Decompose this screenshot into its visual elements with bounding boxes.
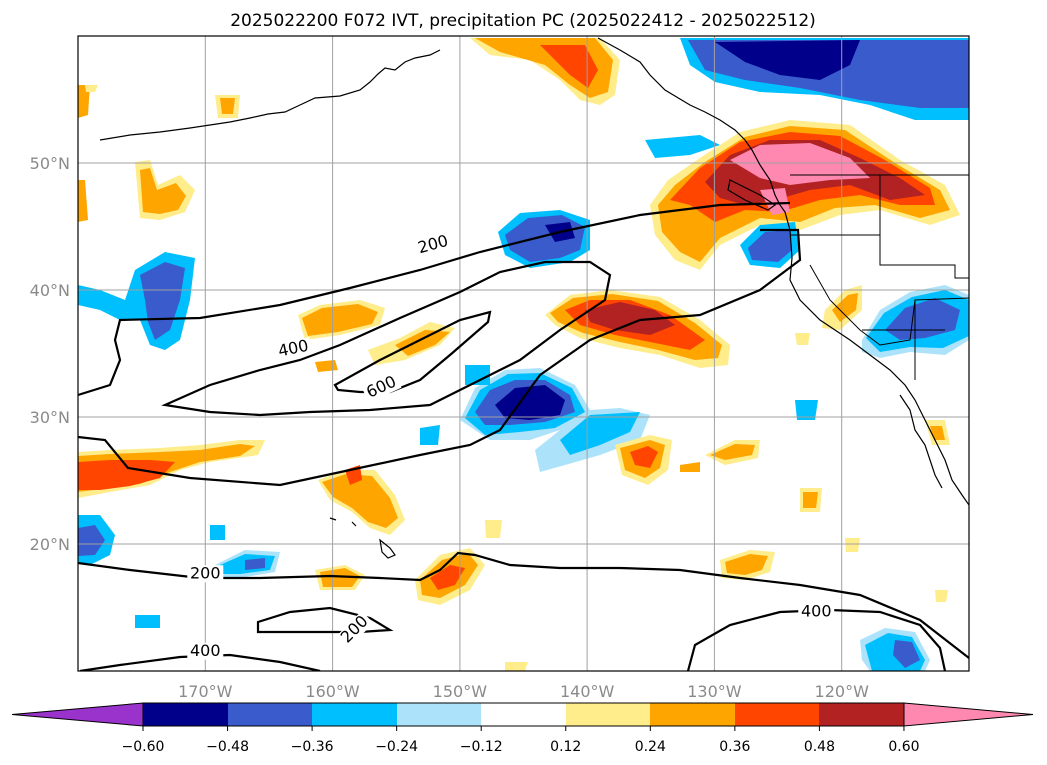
negative-region-39n xyxy=(78,252,195,350)
state-borders xyxy=(790,175,969,380)
colorbar-bin-neg36-24 xyxy=(312,703,397,726)
colorbar-extend-high xyxy=(903,702,1034,727)
latitude-labels: 50°N 40°N 30°N 20°N xyxy=(30,154,70,554)
positive-region-goa xyxy=(470,38,620,105)
colorbar-tick-labels: −0.60 −0.48 −0.36 −0.24 −0.12 0.12 0.24 0.36 0.4… xyxy=(122,726,920,755)
aleutian-islands xyxy=(99,49,441,141)
colorbar-bin-12-24 xyxy=(566,703,650,726)
longitude-tick-label: 130°W xyxy=(687,682,742,701)
colorbar-tick-label: 0.24 xyxy=(635,739,666,755)
ivt-contour-label-bg xyxy=(187,642,224,660)
latitude-tick-label: 40°N xyxy=(30,281,70,300)
colorbar-tick-label: 0.60 xyxy=(888,739,919,755)
vancouver-island xyxy=(727,179,777,211)
longitude-tick-label: 150°W xyxy=(433,682,488,701)
ivt-contour-label-bg xyxy=(798,603,835,621)
ivt-contour-400-south-loop xyxy=(256,606,394,634)
longitude-labels: 170°W 160°W 150°W 140°W 130°W 120°W xyxy=(178,682,869,701)
ivt-contour-label: 400 xyxy=(801,601,832,620)
ivt-contour-400-north xyxy=(161,260,612,417)
colorbar-tick-label: −0.24 xyxy=(375,739,418,755)
latitude-tick-label: 30°N xyxy=(30,408,70,427)
ivt-contour-400-inner xyxy=(78,228,802,487)
colorbar-extend-low xyxy=(11,702,144,727)
latitude-tick-label: 20°N xyxy=(30,535,70,554)
map-frame xyxy=(77,35,970,672)
colorbar-bin-36-48 xyxy=(735,703,819,726)
coastlines xyxy=(99,37,969,559)
colorbar-bin-neg60-48 xyxy=(143,703,228,726)
colorbar: −0.60 −0.48 −0.36 −0.24 −0.12 0.12 0.24 0.36 0.4… xyxy=(11,702,1034,755)
ivt-contour-label-bg xyxy=(361,372,402,403)
ivt-contour-label-bg xyxy=(187,565,224,583)
ivt-contour-600 xyxy=(333,310,492,394)
latitude-tick-label: 50°N xyxy=(30,154,70,173)
colorbar-bin-neg24-12 xyxy=(397,703,481,726)
ivt-contour-label-bg xyxy=(274,337,313,362)
alaska-coast xyxy=(597,37,969,506)
ivt-contour-label: 200 xyxy=(190,563,221,582)
hawaii-islands xyxy=(329,517,396,559)
ivt-contour-label: 400 xyxy=(190,641,221,660)
colorbar-tick-label: 0.36 xyxy=(719,739,750,755)
baja-peninsula xyxy=(899,394,943,489)
ivt-contour-label-bg xyxy=(336,610,374,649)
colorbar-tick-label: 0.12 xyxy=(550,739,581,755)
colorbar-tick-label: −0.12 xyxy=(460,739,503,755)
colorbar-tick-label: 0.48 xyxy=(804,739,835,755)
negative-region-44n xyxy=(498,210,590,268)
longitude-tick-label: 120°W xyxy=(815,682,870,701)
colorbar-tick-label: −0.48 xyxy=(206,739,249,755)
longitude-tick-label: 140°W xyxy=(560,682,615,701)
colorbar-bin-24-36 xyxy=(650,703,735,726)
ivt-contour-label-bg xyxy=(413,232,453,258)
ivt-contour-200-south xyxy=(78,551,969,659)
colorbar-tick-label: −0.36 xyxy=(291,739,334,755)
longitude-tick-label: 170°W xyxy=(178,682,233,701)
colorbar-bin-48-60 xyxy=(819,703,904,726)
figure-title: 2025022200 F072 IVT, precipitation PC (2… xyxy=(230,11,816,31)
positive-region-pnw xyxy=(650,120,960,270)
colorbar-bin-neg48-36 xyxy=(228,703,312,726)
ivt-contour-200-north xyxy=(78,201,791,397)
map-gridlines xyxy=(78,36,969,671)
political-borders xyxy=(790,174,969,380)
negative-region-bc xyxy=(645,38,969,158)
colorbar-frame xyxy=(142,702,905,727)
longitude-tick-label: 160°W xyxy=(305,682,360,701)
colorbar-bin-neg12-12 xyxy=(481,703,566,726)
positive-region-26n xyxy=(78,440,265,498)
colorbar-tick-label: −0.60 xyxy=(122,739,165,755)
